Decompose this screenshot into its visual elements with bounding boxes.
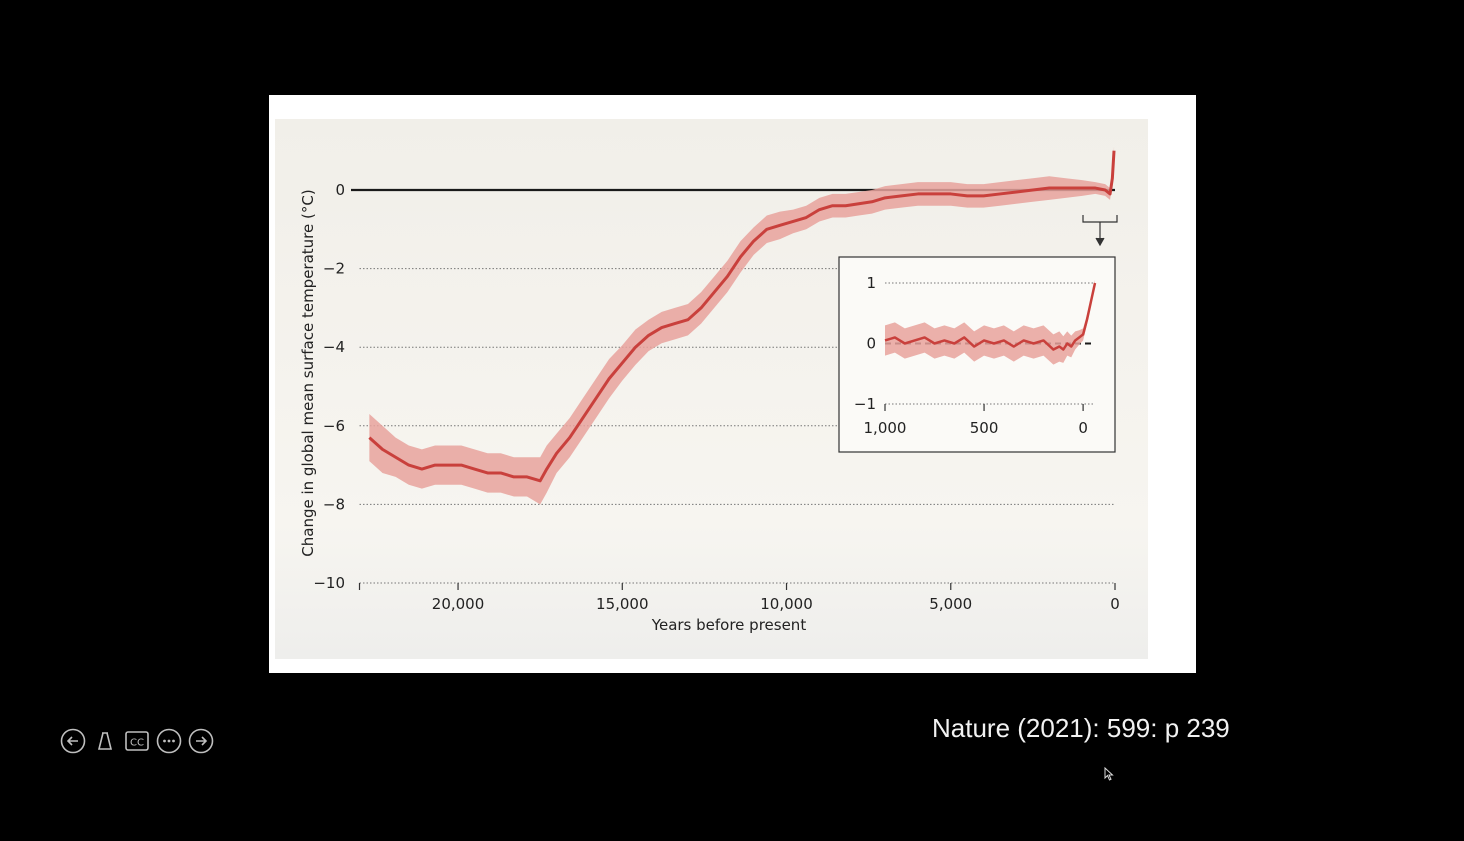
y-axis-title: Change in global mean surface temperatur…	[299, 189, 317, 556]
x-tick-label: 10,000	[760, 595, 813, 613]
x-tick-label: 0	[1078, 419, 1088, 437]
x-tick-label: 20,000	[432, 595, 485, 613]
y-tick-label: −6	[323, 417, 345, 435]
more-options-button[interactable]	[156, 728, 182, 754]
x-tick-label: 5,000	[929, 595, 972, 613]
y-tick-label: −4	[323, 338, 345, 356]
x-tick-label: 15,000	[596, 595, 649, 613]
cc-icon-label: CC	[130, 738, 144, 749]
arrow-left-circle-icon	[60, 728, 86, 754]
y-tick-label: −10	[313, 574, 345, 592]
temperature-series-line	[884, 282, 1097, 351]
next-slide-button[interactable]	[188, 728, 214, 754]
ellipsis-circle-icon	[156, 728, 182, 754]
pen-tool-button[interactable]	[92, 728, 118, 754]
arrow-right-circle-icon	[188, 728, 214, 754]
slide: 0 −2 −4 −6 −8 −10 20,000 15,000 10,000 5,000 0 Cha…	[269, 95, 1196, 673]
previous-slide-button[interactable]	[60, 728, 86, 754]
x-tick-label: 0	[1110, 595, 1120, 613]
y-tick-label: −8	[323, 495, 345, 513]
y-tick-label: 0	[866, 335, 876, 353]
y-tick-label: −2	[323, 260, 345, 278]
inset-chart: 1 0 −1 1,000 500 0	[838, 256, 1116, 453]
pen-icon	[97, 732, 113, 750]
presentation-controls: CC	[60, 727, 214, 755]
uncertainty-band	[369, 146, 1115, 505]
captions-button[interactable]: CC	[124, 728, 150, 754]
slide-citation: Nature (2021): 599: p 239	[932, 713, 1230, 743]
inset-callout-bracket	[1082, 215, 1118, 247]
x-tick-label: 1,000	[864, 419, 907, 437]
y-tick-label: 1	[866, 274, 876, 292]
x-tick-label: 500	[970, 419, 999, 437]
cc-icon: CC	[125, 731, 149, 751]
mouse-cursor-icon	[1104, 767, 1114, 781]
x-axis-title: Years before present	[651, 616, 807, 634]
temperature-series-line	[368, 150, 1116, 483]
y-tick-label: 0	[335, 181, 345, 199]
y-tick-label: −1	[854, 395, 876, 413]
